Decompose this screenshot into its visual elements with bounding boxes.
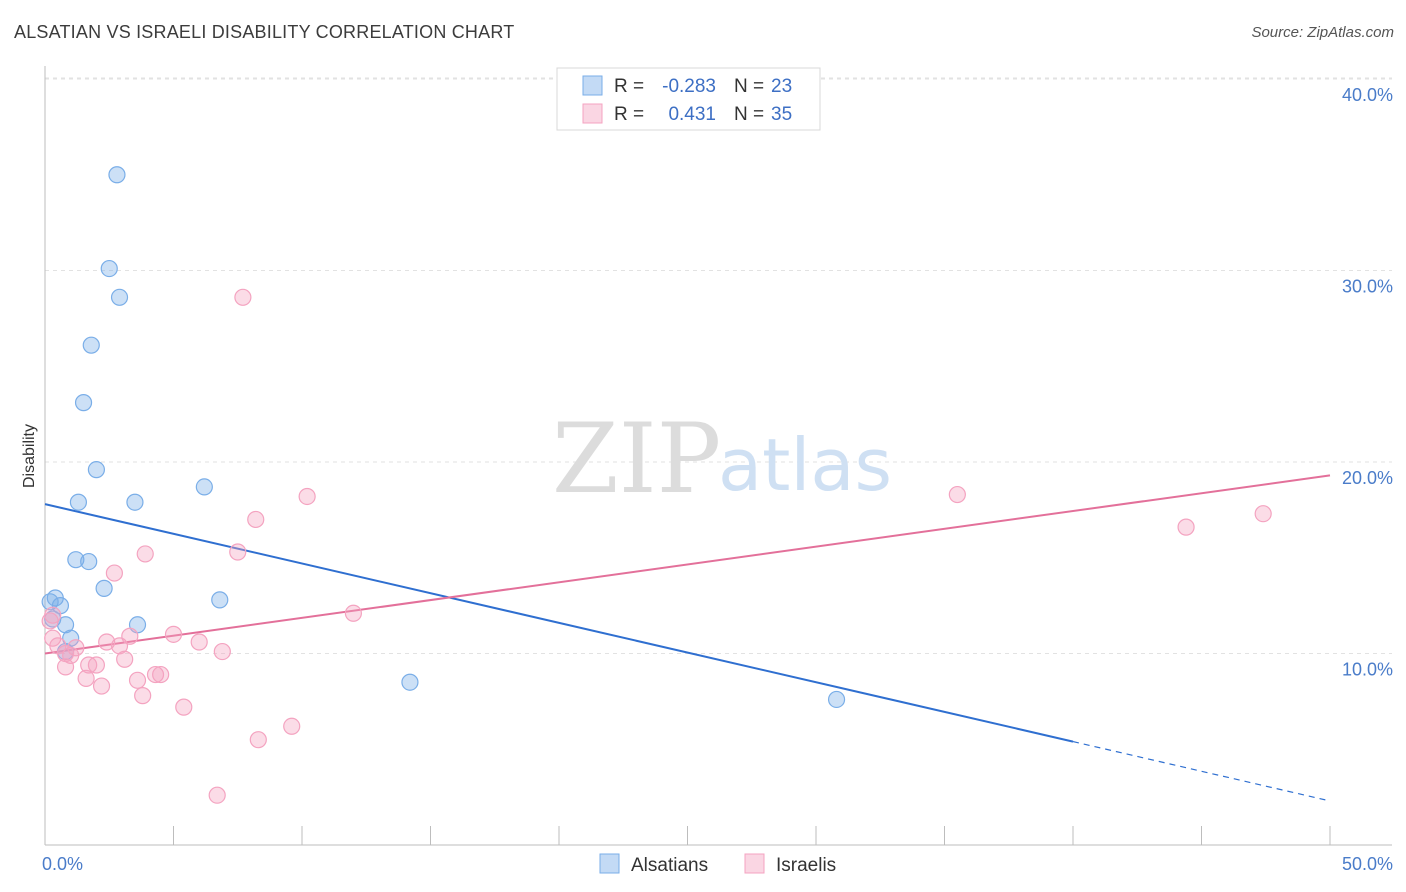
chart-title: ALSATIAN VS ISRAELI DISABILITY CORRELATI… bbox=[14, 22, 515, 42]
point-alsatians-4 bbox=[74, 394, 93, 412]
point-israelis-9 bbox=[344, 604, 362, 622]
y-tick-label-1: 20.0% bbox=[1342, 468, 1393, 488]
series-legend: Alsatians Israelis bbox=[599, 853, 836, 876]
point-alsatians-11 bbox=[95, 579, 113, 597]
tick-labels: 10.0% 20.0% 30.0% 40.0% 0.0% 50.0% bbox=[42, 85, 1393, 874]
legend-r-value-0: -0.283 bbox=[662, 76, 716, 97]
data-points bbox=[41, 166, 1272, 804]
point-alsatians-0 bbox=[108, 166, 126, 184]
point-alsatians-21 bbox=[401, 673, 419, 691]
point-alsatians-1 bbox=[100, 259, 118, 278]
point-israelis-11 bbox=[41, 612, 59, 630]
point-israelis-36 bbox=[208, 786, 226, 804]
legend-n-value-1: 35 bbox=[771, 104, 792, 125]
point-israelis-27 bbox=[146, 665, 165, 684]
series-legend-swatch-alsatians bbox=[599, 853, 620, 874]
watermark-zip: ZIP bbox=[552, 403, 721, 515]
y-tick-label-0: 10.0% bbox=[1342, 660, 1393, 680]
point-alsatians-8 bbox=[126, 493, 144, 511]
point-israelis-19 bbox=[190, 633, 208, 651]
point-israelis-1 bbox=[298, 487, 316, 506]
point-alsatians-7 bbox=[69, 493, 88, 511]
point-israelis-2 bbox=[948, 485, 966, 504]
point-israelis-26 bbox=[56, 658, 75, 676]
point-israelis-30 bbox=[128, 671, 147, 689]
legend-swatch-israelis bbox=[582, 103, 603, 124]
series-legend-swatch-israelis bbox=[744, 853, 765, 874]
point-israelis-6 bbox=[136, 545, 154, 563]
y-tick-label-2: 30.0% bbox=[1342, 277, 1393, 297]
point-israelis-7 bbox=[229, 543, 247, 561]
legend-swatch-alsatians bbox=[582, 75, 603, 96]
point-alsatians-15 bbox=[211, 591, 229, 609]
point-israelis-3 bbox=[1254, 505, 1272, 523]
legend-n-label-1: N = bbox=[734, 104, 764, 125]
legend-box bbox=[556, 67, 821, 131]
watermark-atlas: atlas bbox=[718, 423, 892, 507]
point-israelis-20 bbox=[213, 642, 231, 661]
point-israelis-31 bbox=[92, 677, 111, 695]
point-alsatians-3 bbox=[82, 336, 100, 354]
x-tick-label-0: 0.0% bbox=[42, 854, 83, 874]
source-credit: Source: ZipAtlas.com bbox=[1251, 24, 1394, 41]
x-tick-label-1: 50.0% bbox=[1342, 854, 1393, 874]
y-axis-label: Disability bbox=[21, 424, 38, 488]
point-alsatians-14 bbox=[41, 593, 59, 611]
point-israelis-33 bbox=[175, 698, 193, 716]
legend-n-label-0: N = bbox=[734, 76, 764, 97]
point-israelis-34 bbox=[283, 717, 301, 735]
trend-line-alsatians bbox=[44, 503, 1074, 743]
point-israelis-25 bbox=[87, 656, 106, 674]
point-alsatians-10 bbox=[80, 552, 98, 571]
point-israelis-5 bbox=[247, 510, 265, 529]
legend-r-value-1: 0.431 bbox=[668, 104, 716, 125]
watermark: ZIP atlas bbox=[552, 403, 892, 515]
point-alsatians-5 bbox=[87, 461, 106, 479]
point-israelis-35 bbox=[249, 731, 267, 749]
point-alsatians-6 bbox=[195, 478, 213, 496]
point-israelis-8 bbox=[105, 564, 123, 582]
trend-line-extension-alsatians bbox=[1072, 741, 1331, 802]
trend-lines bbox=[44, 474, 1331, 802]
point-israelis-32 bbox=[134, 687, 152, 705]
legend-r-label-0: R = bbox=[614, 76, 644, 97]
point-israelis-23 bbox=[116, 650, 134, 668]
point-israelis-29 bbox=[77, 669, 95, 687]
point-israelis-28 bbox=[152, 665, 170, 684]
point-alsatians-2 bbox=[110, 288, 129, 306]
point-alsatians-22 bbox=[827, 690, 846, 709]
gridlines bbox=[45, 77, 1392, 654]
series-legend-label-alsatians: Alsatians bbox=[631, 855, 708, 876]
point-israelis-4 bbox=[1177, 518, 1195, 536]
point-israelis-0 bbox=[234, 288, 252, 306]
axes bbox=[44, 66, 1392, 846]
series-legend-label-israelis: Israelis bbox=[776, 855, 836, 876]
point-israelis-17 bbox=[98, 633, 116, 651]
point-alsatians-9 bbox=[67, 551, 85, 569]
legend-n-value-0: 23 bbox=[771, 76, 792, 97]
y-tick-label-3: 40.0% bbox=[1342, 85, 1393, 105]
legend-r-label-1: R = bbox=[614, 104, 644, 125]
trend-line-israelis bbox=[44, 474, 1331, 655]
legend: R = -0.283 N = 23 R = 0.431 N = 35 bbox=[556, 67, 821, 131]
point-israelis-12 bbox=[164, 625, 183, 643]
